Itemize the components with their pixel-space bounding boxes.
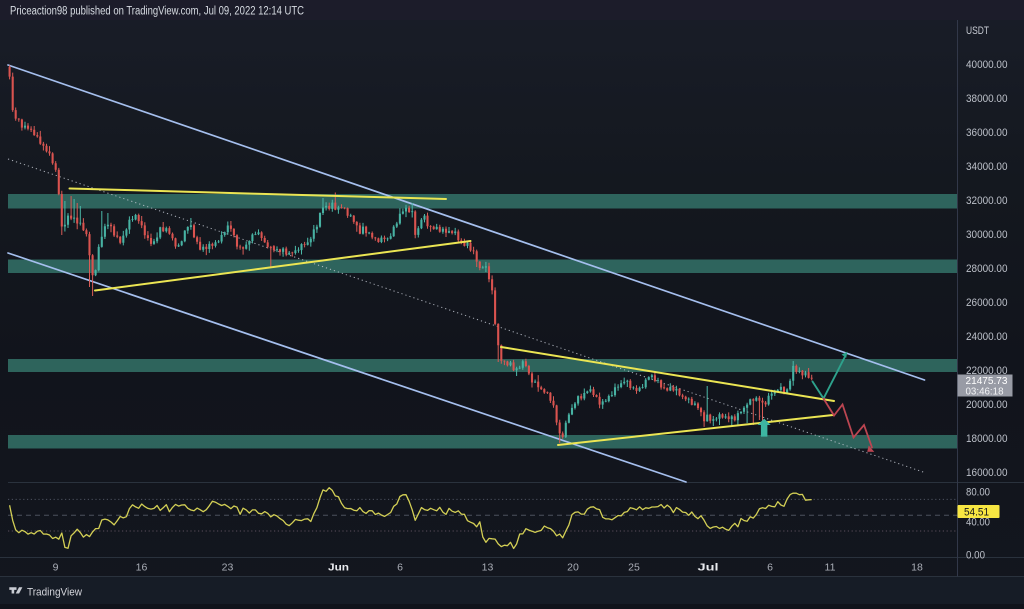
svg-text:32000.00: 32000.00 (966, 195, 1008, 207)
svg-text:28000.00: 28000.00 (966, 263, 1008, 275)
svg-text:20: 20 (567, 562, 579, 574)
svg-text:TradingView: TradingView (27, 587, 82, 599)
svg-text:18000.00: 18000.00 (966, 433, 1008, 445)
svg-text:22000.00: 22000.00 (966, 365, 1008, 377)
svg-text:34000.00: 34000.00 (966, 161, 1008, 173)
svg-text:11: 11 (825, 562, 836, 574)
svg-text:Jul: Jul (698, 562, 719, 574)
svg-text:30000.00: 30000.00 (966, 229, 1008, 241)
svg-text:24000.00: 24000.00 (966, 331, 1008, 343)
svg-text:16: 16 (136, 562, 148, 574)
svg-text:USDT: USDT (966, 25, 989, 37)
svg-text:26000.00: 26000.00 (966, 297, 1008, 309)
svg-text:25: 25 (628, 562, 640, 574)
svg-text:40000.00: 40000.00 (966, 59, 1008, 71)
svg-text:21475.73: 21475.73 (966, 375, 1008, 387)
svg-text:20000.00: 20000.00 (966, 399, 1008, 411)
svg-text:6: 6 (767, 562, 773, 574)
svg-text:0.00: 0.00 (966, 550, 985, 562)
svg-text:16000.00: 16000.00 (966, 467, 1008, 479)
svg-text:03:46:18: 03:46:18 (966, 386, 1004, 398)
svg-text:23: 23 (222, 562, 234, 574)
svg-text:36000.00: 36000.00 (966, 127, 1008, 139)
svg-text:80.00: 80.00 (966, 487, 990, 499)
svg-text:6: 6 (397, 562, 403, 574)
svg-text:Priceaction98 published on Tra: Priceaction98 published on TradingView.c… (10, 6, 304, 18)
svg-text:13: 13 (482, 562, 494, 574)
svg-text:9: 9 (53, 562, 59, 574)
svg-text:40.00: 40.00 (966, 517, 990, 529)
svg-text:Jun: Jun (328, 562, 349, 574)
svg-text:18: 18 (911, 562, 923, 574)
svg-text:54.51: 54.51 (964, 507, 989, 519)
svg-text:38000.00: 38000.00 (966, 93, 1008, 105)
